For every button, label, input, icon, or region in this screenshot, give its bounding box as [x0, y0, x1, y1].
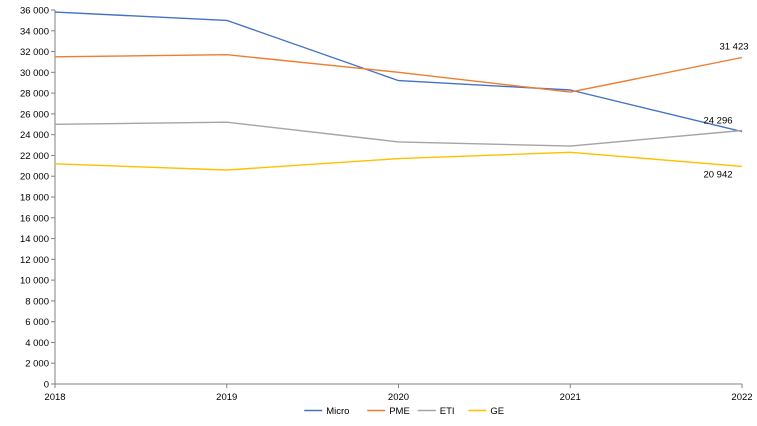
- y-tick-label: 22 000: [20, 151, 49, 162]
- y-tick-label: 0: [44, 380, 49, 391]
- y-tick-label: 20 000: [20, 172, 49, 183]
- data-label-ge: 20 942: [703, 169, 732, 180]
- x-axis: 2018 2019 2020 2021 2022: [44, 383, 753, 403]
- legend: Micro PME ETI GE: [304, 406, 504, 417]
- y-tick-label: 4 000: [25, 338, 49, 349]
- y-tick-label: 24 000: [20, 130, 49, 141]
- y-tick-label: 2 000: [25, 359, 49, 370]
- y-tick-label: 6 000: [25, 317, 49, 328]
- data-label-micro: 24 296: [703, 116, 732, 127]
- series-line-ge: [54, 151, 743, 171]
- legend-label: Micro: [326, 406, 349, 417]
- y-tick-label: 10 000: [20, 276, 49, 287]
- y-tick-label: 28 000: [20, 89, 49, 100]
- y-tick-label: 18 000: [20, 193, 49, 204]
- y-tick-label: 8 000: [25, 296, 49, 307]
- y-tick-label: 36 000: [20, 6, 49, 17]
- legend-label: PME: [389, 406, 410, 417]
- legend-item-micro: Micro: [304, 406, 349, 417]
- x-tick-label: 2018: [44, 392, 65, 403]
- series-line-eti: [54, 121, 743, 147]
- legend-label: GE: [490, 406, 504, 417]
- y-tick-label: 32 000: [20, 47, 49, 58]
- series-line-micro: [54, 11, 743, 133]
- x-tick-label: 2020: [388, 392, 409, 403]
- y-axis: 0 2 000 4 000 6 000 8 000 10 000 12 000 14 000 1…: [20, 6, 56, 391]
- y-tick-label: 26 000: [20, 109, 49, 120]
- legend-item-ge: GE: [468, 406, 504, 417]
- y-tick-label: 14 000: [20, 234, 49, 245]
- y-tick-label: 34 000: [20, 26, 49, 37]
- series-line-pme: [54, 54, 743, 93]
- annotation-layer: 31 423 24 296 20 942: [703, 42, 748, 181]
- y-tick-label: 30 000: [20, 68, 49, 79]
- y-tick-label: 12 000: [20, 255, 49, 266]
- data-label-pme: 31 423: [719, 42, 748, 53]
- x-tick-label: 2022: [731, 392, 752, 403]
- series-layer: [54, 11, 743, 171]
- legend-item-pme: PME: [367, 406, 410, 417]
- x-tick-label: 2021: [560, 392, 581, 403]
- legend-item-eti: ETI: [417, 406, 455, 417]
- x-tick-label: 2019: [216, 392, 237, 403]
- legend-label: ETI: [440, 406, 455, 417]
- y-tick-label: 16 000: [20, 213, 49, 224]
